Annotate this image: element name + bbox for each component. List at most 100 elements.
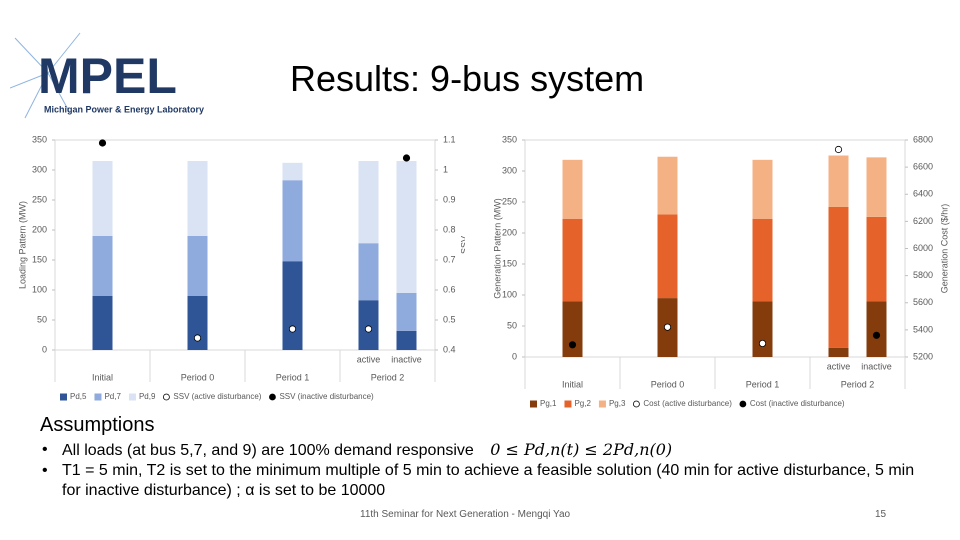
x-tick-label: active bbox=[357, 354, 381, 364]
logo-burst bbox=[10, 32, 81, 119]
y2-axis-label: SSV bbox=[459, 236, 465, 254]
y2-tick-label: 0.9 bbox=[443, 194, 456, 204]
bar-segment bbox=[657, 214, 678, 299]
bar-segment bbox=[828, 347, 849, 357]
bar-segment bbox=[657, 156, 678, 215]
chart: 0 50 100 150 200 250 300 350 0.4 0.5 0.6 0.7 0.8 0.9 1… bbox=[17, 134, 465, 401]
bar-segment bbox=[828, 206, 849, 348]
marker bbox=[663, 323, 672, 331]
bullet: • All loads (at bus 5,7, and 9) are 100% … bbox=[42, 440, 673, 459]
lab-name: Michigan Power & Energy Laboratory bbox=[44, 104, 204, 114]
legend-swatch bbox=[564, 400, 572, 408]
legend-label: SSV (active disturbance) bbox=[173, 392, 261, 401]
y2-tick-label: 6600 bbox=[913, 162, 933, 172]
y-tick-label: 100 bbox=[502, 289, 517, 299]
x-tick-label: Initial bbox=[92, 372, 113, 382]
marker bbox=[872, 331, 881, 339]
y2-tick-label: 5400 bbox=[913, 324, 933, 334]
bar-segment bbox=[358, 161, 379, 244]
bullet-list: • All loads (at bus 5,7, and 9) are 100% … bbox=[42, 440, 922, 501]
legend-marker bbox=[633, 400, 640, 408]
y-tick-label: 250 bbox=[32, 194, 47, 204]
y-tick-label: 250 bbox=[502, 196, 517, 206]
y-tick-label: 300 bbox=[502, 165, 517, 175]
marker bbox=[834, 145, 843, 154]
y2-tick-label: 0.7 bbox=[443, 254, 456, 264]
x-group-label: Period 2 bbox=[841, 379, 875, 389]
legend-label: Pd,9 bbox=[139, 392, 156, 401]
marker bbox=[98, 139, 107, 147]
marker bbox=[288, 325, 297, 333]
y-axis-label: Loading Pattern (MW) bbox=[17, 201, 27, 289]
bullet-text: All loads (at bus 5,7, and 9) are 100% d… bbox=[62, 442, 474, 459]
y-tick-label: 0 bbox=[42, 344, 47, 354]
y-tick-label: 50 bbox=[507, 320, 517, 330]
y2-tick-label: 1 bbox=[443, 164, 448, 174]
y-tick-label: 150 bbox=[502, 258, 517, 268]
y2-tick-label: 0.6 bbox=[443, 284, 456, 294]
slide-title: Results: 9-bus system bbox=[290, 58, 645, 99]
y2-tick-label: 0.4 bbox=[443, 344, 456, 354]
x-tick-label: Period 1 bbox=[746, 379, 780, 389]
legend-label: SSV (inactive disturbance) bbox=[279, 392, 374, 401]
marker bbox=[402, 154, 411, 162]
bar-segment bbox=[282, 180, 303, 262]
y-tick-label: 0 bbox=[512, 351, 517, 361]
assumptions-heading: Assumptions bbox=[40, 414, 155, 436]
y-tick-label: 200 bbox=[32, 224, 47, 234]
y-tick-label: 350 bbox=[32, 134, 47, 144]
marker bbox=[568, 341, 577, 349]
logo-text: MPEL bbox=[38, 48, 177, 104]
x-tick-label: inactive bbox=[861, 361, 892, 371]
legend-swatch bbox=[60, 393, 67, 401]
bar-segment bbox=[92, 161, 113, 236]
marker bbox=[758, 339, 767, 348]
bar-segment bbox=[562, 218, 583, 302]
y-tick-label: 200 bbox=[502, 227, 517, 237]
bar-segment bbox=[562, 159, 583, 219]
bar-segment bbox=[282, 162, 303, 181]
chart: 0 50 100 150 200 250 300 350 5200 5400 5600 5800 600… bbox=[492, 134, 949, 408]
legend-label: Pg,1 bbox=[540, 399, 557, 408]
y-tick-label: 100 bbox=[32, 284, 47, 294]
x-tick-label: Period 0 bbox=[651, 379, 685, 389]
marker bbox=[364, 325, 373, 333]
bar-segment bbox=[282, 261, 303, 350]
y2-tick-label: 6200 bbox=[913, 216, 933, 226]
legend-swatch bbox=[530, 400, 537, 408]
bar-segment bbox=[866, 301, 887, 357]
bar-segment bbox=[828, 155, 849, 207]
bullet: • T1 = 5 min, T2 is set to the minimum mu… bbox=[42, 462, 915, 499]
bar-segment bbox=[92, 296, 113, 350]
y-tick-label: 300 bbox=[32, 164, 47, 174]
marker bbox=[193, 334, 202, 342]
legend-label: Pg,2 bbox=[574, 399, 591, 408]
legend-marker bbox=[739, 400, 747, 408]
y2-tick-label: 6000 bbox=[913, 243, 933, 253]
bar-segment bbox=[358, 300, 379, 350]
bar-segment bbox=[752, 218, 773, 302]
y2-tick-label: 0.8 bbox=[443, 224, 456, 234]
bar-segment bbox=[358, 243, 379, 301]
bar-segment bbox=[562, 301, 583, 357]
x-tick-label: inactive bbox=[391, 354, 422, 364]
legend-swatch bbox=[128, 393, 136, 401]
bar-segment bbox=[866, 157, 887, 217]
legend-swatch bbox=[598, 400, 606, 408]
bar-segment bbox=[187, 161, 208, 236]
y2-tick-label: 5800 bbox=[913, 270, 933, 280]
bar-segment bbox=[752, 301, 773, 357]
bar-segment bbox=[396, 330, 417, 350]
y-tick-label: 350 bbox=[502, 134, 517, 144]
legend-label: Pd,5 bbox=[70, 392, 87, 401]
bar-segment bbox=[92, 236, 113, 296]
y2-tick-label: 1.1 bbox=[443, 134, 456, 144]
legend-swatch bbox=[94, 393, 102, 401]
x-group-label: Period 2 bbox=[371, 372, 405, 382]
y2-tick-label: 5600 bbox=[913, 297, 933, 307]
footer-text: 11th Seminar for Next Generation - Mengq… bbox=[360, 509, 571, 520]
bar-segment bbox=[187, 296, 208, 350]
formula: 0 ≤ Pd,n(t) ≤ 2Pd,n(0) bbox=[490, 440, 673, 459]
y2-axis-label: Generation Cost ($/hr) bbox=[939, 204, 949, 294]
